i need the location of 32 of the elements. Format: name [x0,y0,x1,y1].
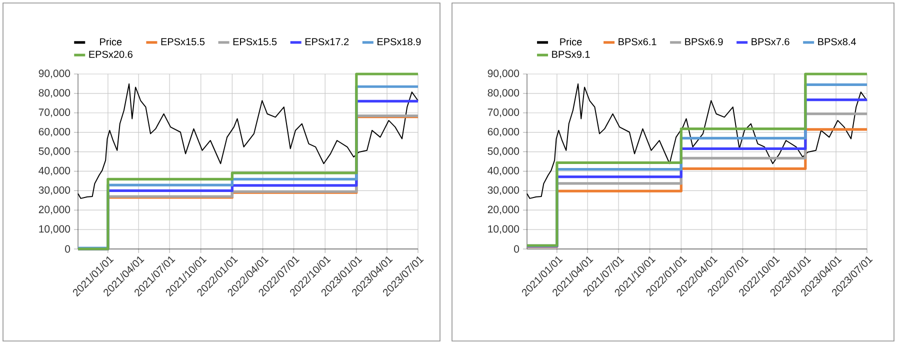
legend-label: EPSx18.9 [378,38,421,46]
legend-label: EPSx15.5 [233,38,277,46]
legend-label: BPSx8.4 [818,38,856,46]
y-tick-label: 80,000 [38,89,70,98]
y-tick-label: 10,000 [39,225,70,234]
y-tick-label: 90,000 [38,70,70,78]
y-tick-label: 90,000 [488,70,520,78]
legend-label: EPSx20.6 [89,50,132,58]
y-tick-label: 70,000 [38,108,70,118]
legend-label: BPSx6.9 [685,38,723,46]
y-tick-label: 50,000 [488,147,520,156]
y-tick-label: 80,000 [488,89,520,98]
legend-label: EPSx15.5 [161,38,205,46]
y-tick-label: 20,000 [38,206,70,214]
legend-label: BPSx7.6 [752,38,790,46]
y-tick-label: 40,000 [38,166,70,176]
y-tick-label: 60,000 [38,128,70,137]
y-tick-label: 0 [65,245,70,253]
legend-label: BPSx9.1 [552,50,590,58]
y-tick-label: 70,000 [488,108,520,118]
legend-label: BPSx6.1 [618,38,656,46]
y-tick-label: 50,000 [38,147,70,156]
y-tick-label: 40,000 [488,166,520,176]
legend-label: EPSx17.2 [305,38,349,46]
y-tick-label: 30,000 [488,186,520,195]
y-tick-label: 30,000 [38,186,70,195]
y-tick-label: 0 [514,245,520,253]
legend-label: Price [560,38,582,46]
y-tick-label: 10,000 [488,225,520,234]
legend-label: Price [100,38,122,46]
y-tick-label: 20,000 [488,206,520,214]
y-tick-label: 60,000 [488,128,520,137]
